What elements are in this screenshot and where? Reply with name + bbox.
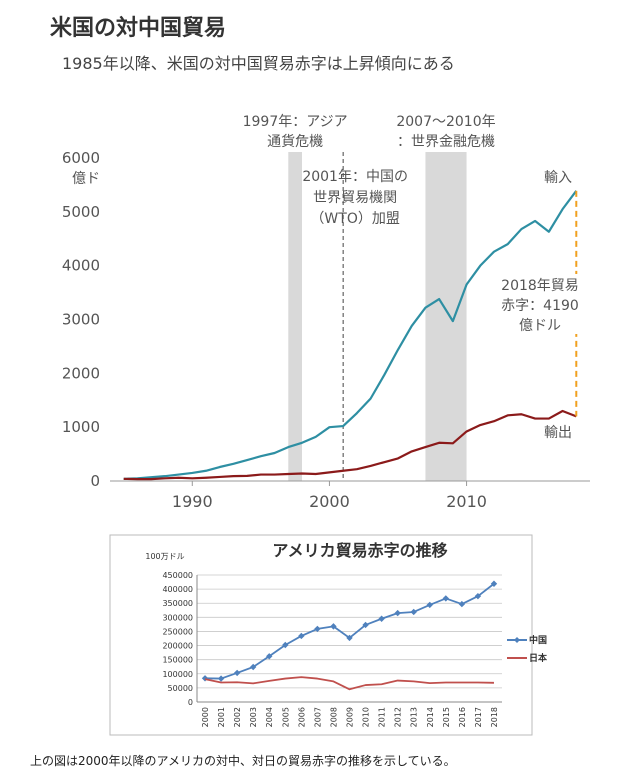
x-tick-label: 2003 bbox=[249, 707, 258, 727]
wto-label: 2001年：中国の bbox=[302, 169, 408, 185]
x-tick-label: 2017 bbox=[474, 707, 483, 727]
crisis-label: 通貨危機 bbox=[267, 133, 323, 150]
data-point bbox=[378, 615, 385, 622]
data-point bbox=[474, 592, 482, 600]
data-point bbox=[362, 621, 369, 629]
y-tick-label: 450000 bbox=[162, 571, 193, 580]
x-tick-label: 2001 bbox=[217, 707, 226, 727]
y-tick-label: 2000 bbox=[62, 364, 100, 382]
y-tick-label: 5000 bbox=[62, 203, 100, 221]
deficit-label: 赤字：4190 bbox=[501, 298, 579, 314]
x-tick-label: 2000 bbox=[201, 707, 210, 727]
y-tick-label: 6000 bbox=[62, 149, 100, 167]
data-point bbox=[233, 669, 241, 677]
data-point bbox=[394, 609, 401, 617]
x-tick-label: 2002 bbox=[233, 707, 242, 727]
crisis-band-0 bbox=[288, 152, 302, 481]
y-tick-label: 400000 bbox=[162, 585, 193, 594]
page-title: 米国の対中国貿易 bbox=[50, 16, 227, 41]
y-tick-label: 0 bbox=[188, 698, 193, 707]
x-tick-label: 2014 bbox=[426, 707, 435, 727]
y-tick-label: 50000 bbox=[168, 684, 193, 693]
wto-label: 世界貿易機関 bbox=[313, 190, 397, 206]
data-point bbox=[298, 632, 305, 640]
x-tick-label: 2008 bbox=[329, 707, 338, 727]
x-tick-label: 2005 bbox=[281, 707, 290, 727]
x-tick-label: 2013 bbox=[410, 707, 419, 727]
crisis-label: ：世界金融危機 bbox=[397, 134, 495, 150]
crisis-band-1 bbox=[425, 152, 467, 481]
x-tick-label: 2010 bbox=[362, 707, 371, 727]
y-tick-label: 150000 bbox=[162, 656, 193, 665]
deficit-label: 2018年貿易 bbox=[501, 278, 579, 294]
x-tick-label: 1990 bbox=[172, 492, 213, 511]
y-tick-label: 100000 bbox=[162, 670, 193, 679]
x-tick-label: 2011 bbox=[378, 707, 387, 727]
wto-label: （WTO）加盟 bbox=[310, 211, 399, 227]
data-point bbox=[490, 580, 498, 587]
series-label-imports: 輸入 bbox=[544, 170, 572, 186]
y-unit-label: 100万ドル bbox=[145, 552, 184, 561]
y-tick-label: 3000 bbox=[62, 311, 100, 329]
series-line-1 bbox=[204, 676, 494, 691]
data-point bbox=[266, 653, 273, 660]
data-point bbox=[249, 663, 257, 671]
y-unit-label: 億ド bbox=[72, 171, 100, 187]
y-tick-label: 350000 bbox=[162, 599, 193, 608]
x-tick-label: 2009 bbox=[346, 707, 355, 727]
x-tick-label: 2010 bbox=[446, 492, 487, 511]
series-line-0 bbox=[123, 190, 578, 480]
data-point bbox=[282, 641, 289, 649]
x-tick-label: 2016 bbox=[458, 707, 467, 727]
x-tick-label: 2018 bbox=[490, 707, 499, 727]
x-tick-label: 2007 bbox=[313, 707, 322, 727]
data-point bbox=[426, 601, 433, 609]
data-point bbox=[410, 608, 417, 616]
series-label-exports: 輸出 bbox=[544, 425, 572, 441]
x-tick-label: 2004 bbox=[265, 707, 274, 727]
y-tick-label: 0 bbox=[90, 472, 100, 490]
y-tick-label: 300000 bbox=[162, 613, 193, 622]
y-tick-label: 1000 bbox=[62, 418, 100, 436]
data-point bbox=[346, 634, 353, 642]
legend-marker bbox=[514, 637, 520, 643]
y-tick-label: 4000 bbox=[62, 257, 100, 275]
legend-label: 日本 bbox=[529, 652, 548, 664]
chart-title: アメリカ貿易赤字の推移 bbox=[272, 541, 447, 560]
crisis-label: 1997年：アジア bbox=[243, 114, 348, 130]
caption: 上の図は2000年以降のアメリカの対中、対日の貿易赤字の推移を示している。 bbox=[30, 754, 456, 768]
data-point bbox=[458, 600, 466, 608]
data-point bbox=[442, 595, 450, 602]
chart-frame bbox=[109, 534, 533, 736]
data-point bbox=[330, 623, 337, 630]
page-subtitle: 1985年以降、米国の対中国貿易赤字は上昇傾向にある bbox=[62, 54, 455, 73]
x-tick-label: 2000 bbox=[309, 492, 350, 511]
x-tick-label: 2012 bbox=[394, 707, 403, 727]
data-point bbox=[314, 625, 321, 633]
legend-label: 中国 bbox=[529, 634, 547, 646]
y-tick-label: 250000 bbox=[162, 627, 193, 636]
x-tick-label: 2006 bbox=[297, 707, 306, 727]
data-point bbox=[217, 675, 225, 682]
deficit-label: 億ドル bbox=[519, 318, 561, 334]
data-point bbox=[201, 675, 209, 682]
series-line-1 bbox=[123, 409, 577, 481]
crisis-label: 2007〜2010年 bbox=[396, 114, 495, 130]
deficit-label-bg bbox=[498, 274, 582, 334]
y-tick-label: 200000 bbox=[162, 642, 193, 651]
x-tick-label: 2015 bbox=[442, 707, 451, 727]
